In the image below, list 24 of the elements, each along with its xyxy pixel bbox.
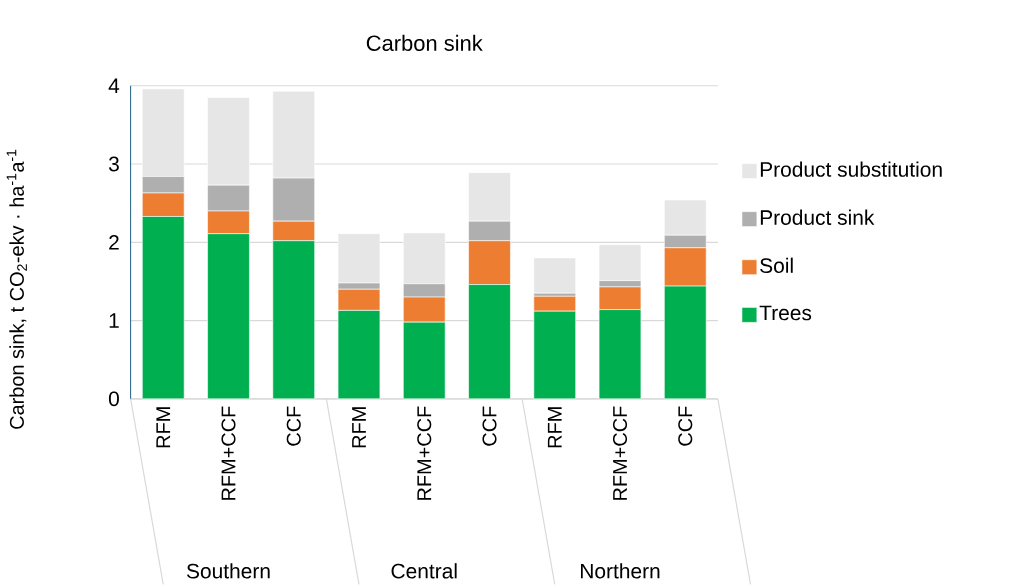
y-tick-label: 0 (108, 391, 119, 407)
x-tick-label: RFM (547, 407, 562, 448)
y-tick-label: 1 (109, 313, 119, 328)
x-tick-label: RFM+CCF (612, 406, 628, 500)
legend-label: Soil (760, 257, 793, 273)
text: Central (391, 563, 457, 579)
legend-label: Product sink (760, 209, 875, 225)
text: Northern (581, 563, 660, 579)
y-axis-title: Carbon sink, t CO$_{2}$-ekv · ha$^{-1}$a$^{-1}$ (6, 149, 27, 429)
x-tick-label: RFM+CCF (417, 406, 432, 500)
bar (533, 257, 576, 294)
x-tick-label: RFM (352, 407, 366, 448)
y-tick-label: 2 (109, 234, 119, 250)
y-tick-label: 3 (108, 156, 119, 172)
text: Southern (186, 563, 270, 579)
x-tick-label: CCF (482, 406, 497, 446)
legend-label: Product substitution (760, 161, 942, 177)
legend-label: Trees (759, 305, 812, 321)
x-tick-label: CCF (286, 406, 301, 446)
x-tick-label: RFM (156, 407, 171, 448)
y-tick-label: 4 (108, 78, 120, 93)
chart-title: Carbon sink (366, 34, 483, 51)
x-tick-label: RFM+CCF (221, 406, 236, 500)
x-tick-label: CCF (678, 406, 693, 446)
